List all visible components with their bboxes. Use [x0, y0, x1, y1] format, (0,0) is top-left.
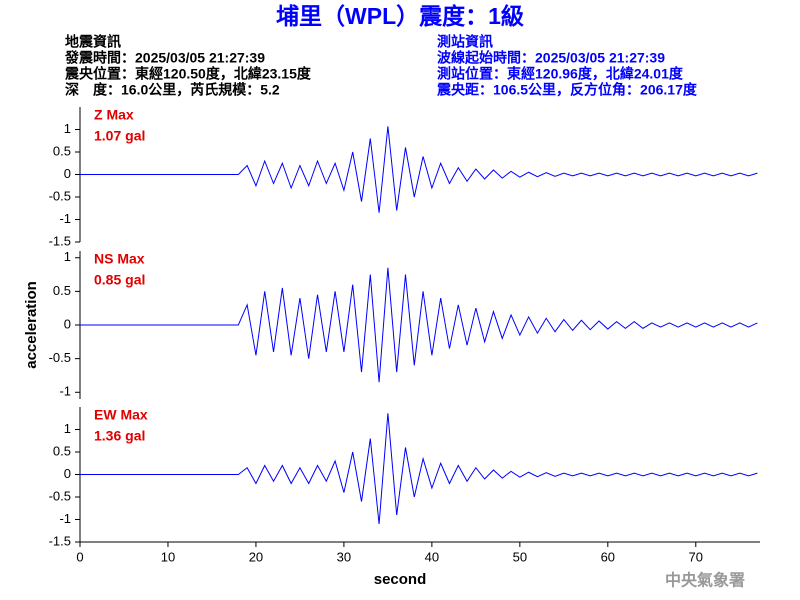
y-tick-label: 0 [64, 466, 71, 481]
y-tick-label: -1 [59, 384, 71, 399]
x-tick-label: 70 [689, 549, 703, 564]
info-line: 震央位置：東經120.50度，北緯23.15度 [64, 66, 312, 82]
x-tick-label: 30 [337, 549, 351, 564]
y-tick-label: -0.5 [49, 488, 71, 503]
chart-title: 埔里（WPL）震度：1級 [276, 3, 524, 29]
y-tick-label: -0.5 [49, 350, 71, 365]
component-label: NS Max [94, 251, 145, 267]
component-label: Z Max [94, 107, 134, 123]
y-tick-label: 1 [64, 249, 71, 264]
y-tick-label: -0.5 [49, 188, 71, 203]
x-tick-label: 40 [425, 549, 439, 564]
x-axis-label: second [374, 571, 427, 588]
info-line: 地震資訊 [65, 34, 121, 50]
waveform [80, 267, 758, 383]
x-tick-label: 0 [76, 549, 83, 564]
y-tick-label: 1 [64, 121, 71, 136]
info-line: 發震時間：2025/03/05 21:27:39 [64, 50, 265, 66]
x-tick-label: 10 [161, 549, 175, 564]
info-line: 測站資訊 [437, 34, 493, 50]
y-tick-label: -1.5 [49, 233, 71, 248]
x-tick-label: 20 [249, 549, 263, 564]
y-tick-label: 1 [64, 421, 71, 436]
footer: 中央氣象署 [665, 571, 745, 590]
y-tick-label: 0.5 [53, 443, 71, 458]
max-label: 1.07 gal [94, 128, 145, 144]
waveform [80, 126, 758, 213]
max-label: 0.85 gal [94, 272, 145, 288]
x-tick-label: 50 [513, 549, 527, 564]
max-label: 1.36 gal [94, 428, 145, 444]
x-tick-label: 60 [601, 549, 615, 564]
y-tick-label: -1 [59, 211, 71, 226]
y-tick-label: -1 [59, 511, 71, 526]
y-tick-label: 0.5 [53, 283, 71, 298]
y-tick-label: 0 [64, 166, 71, 181]
info-line: 波線起始時間：2025/03/05 21:27:39 [437, 50, 665, 66]
y-axis-label: acceleration [23, 281, 40, 369]
info-line: 深 度：16.0公里，芮氏規模：5.2 [65, 82, 280, 98]
y-tick-label: -1.5 [49, 533, 71, 548]
y-tick-label: 0 [64, 316, 71, 331]
y-tick-label: 0.5 [53, 143, 71, 158]
info-line: 測站位置：東經120.96度，北緯24.01度 [437, 66, 684, 82]
waveform [80, 413, 758, 525]
component-label: EW Max [94, 407, 148, 423]
info-line: 震央距：106.5公里，反方位角：206.17度 [436, 82, 698, 98]
